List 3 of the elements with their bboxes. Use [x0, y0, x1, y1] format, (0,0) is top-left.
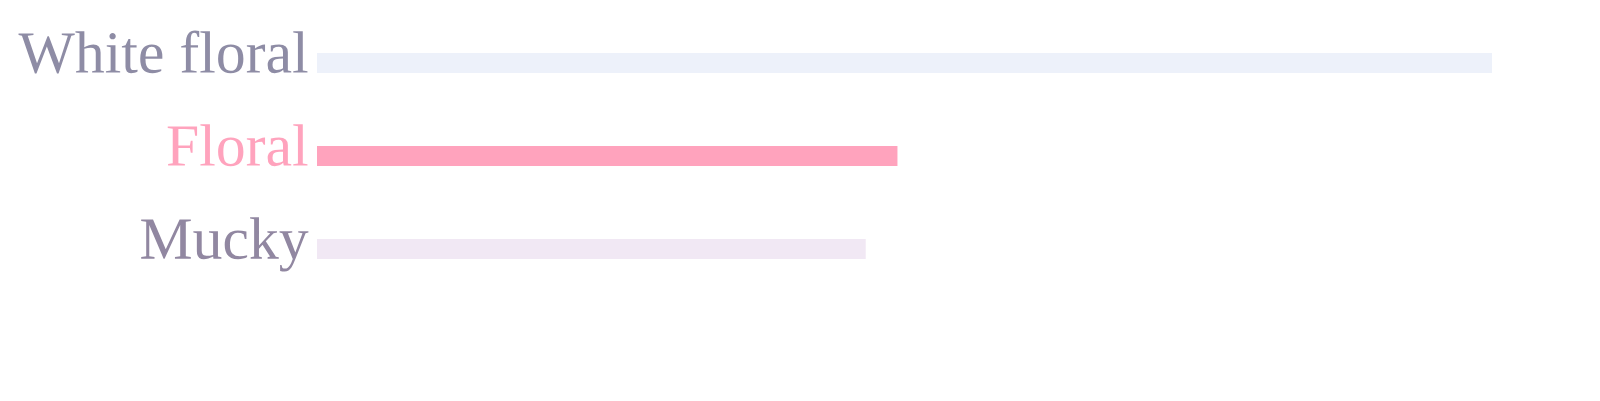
y-tick-label: White floral [18, 30, 308, 74]
y-tick-label: Mucky [141, 217, 309, 272]
y-tick-label: Floral [167, 124, 308, 167]
